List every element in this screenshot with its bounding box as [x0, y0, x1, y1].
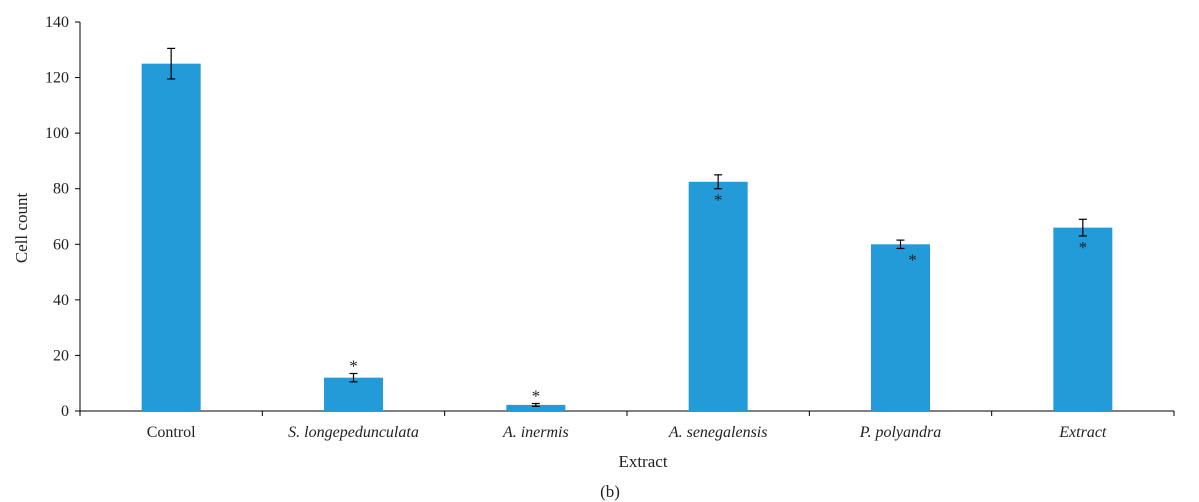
x-tick-label-0: Control: [147, 424, 196, 441]
y-tick-label-140: 140: [45, 14, 69, 31]
panel-label: (b): [600, 482, 620, 501]
y-tick-label-0: 0: [61, 403, 69, 420]
significance-mark-5: *: [1079, 238, 1088, 257]
bar-5: [1053, 227, 1113, 411]
y-tick-label-100: 100: [45, 125, 69, 142]
x-tick-label-4: P. polyandra: [859, 424, 941, 441]
y-tick-label-60: 60: [53, 236, 69, 253]
labels: Control * S. longepedunculata * A. inermis * A…: [147, 191, 1107, 441]
bar-0: [141, 63, 201, 412]
bar-3: [688, 181, 748, 411]
significance-mark-2: *: [532, 386, 541, 405]
y-tick-label-40: 40: [53, 292, 69, 309]
y-axis-title: Cell count: [12, 193, 31, 264]
x-tick-label-3: A. senegalensis: [668, 424, 768, 441]
y-tick-label-20: 20: [53, 347, 69, 364]
x-tick-label-2: A. inermis: [502, 424, 569, 441]
bars: [141, 47, 1113, 412]
axes: 0 20 40 60 80 100 120 140: [45, 14, 1175, 420]
significance-mark-3: *: [714, 191, 723, 210]
bar-1: [324, 377, 383, 411]
y-tick-label-80: 80: [53, 181, 69, 198]
y-tick-label-120: 120: [45, 70, 69, 87]
x-tick-label-1: S. longepedunculata: [288, 424, 419, 441]
x-axis-title: Extract: [618, 452, 667, 471]
bar-4: [871, 244, 930, 411]
significance-mark-4: *: [908, 250, 917, 269]
x-tick-label-5: Extract: [1058, 424, 1107, 441]
bar-2: [506, 404, 566, 411]
significance-mark-1: *: [349, 356, 358, 375]
